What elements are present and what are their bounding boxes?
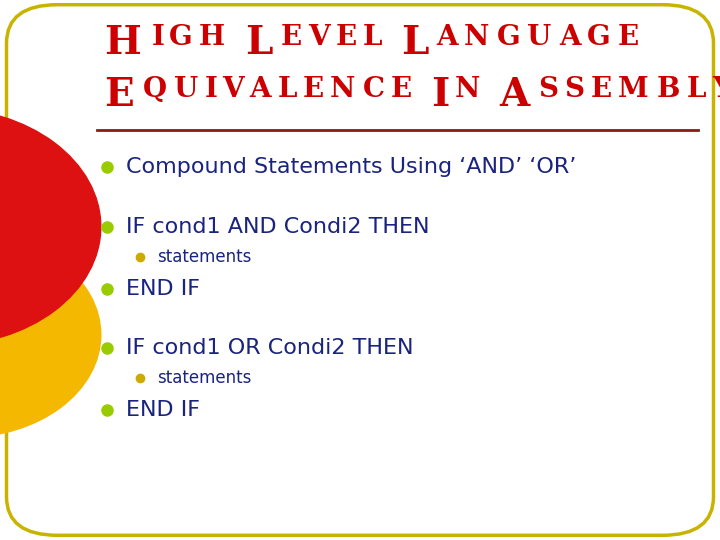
Text: U: U <box>174 76 198 103</box>
Text: Q: Q <box>143 76 167 103</box>
Text: L: L <box>401 24 428 62</box>
Text: L: L <box>363 24 382 51</box>
Text: E: E <box>336 24 357 51</box>
Text: I: I <box>431 76 449 113</box>
FancyBboxPatch shape <box>7 5 713 535</box>
Text: N: N <box>330 76 356 103</box>
Text: I: I <box>152 24 165 51</box>
Text: H: H <box>104 24 141 62</box>
Text: Compound Statements Using ‘AND’ ‘OR’: Compound Statements Using ‘AND’ ‘OR’ <box>126 157 577 178</box>
Text: N: N <box>464 24 490 51</box>
Text: G: G <box>168 24 192 51</box>
Text: C: C <box>363 76 384 103</box>
FancyBboxPatch shape <box>7 5 713 535</box>
Text: I: I <box>205 76 218 103</box>
Text: L: L <box>687 76 706 103</box>
Text: E: E <box>104 76 134 113</box>
Text: A: A <box>436 24 458 51</box>
Circle shape <box>0 232 101 437</box>
Text: END IF: END IF <box>126 400 200 421</box>
Text: E: E <box>617 24 639 51</box>
Text: L: L <box>246 24 273 62</box>
Text: A: A <box>559 24 580 51</box>
Text: Y: Y <box>712 76 720 103</box>
Text: E: E <box>391 76 413 103</box>
Text: L: L <box>278 76 297 103</box>
Text: A: A <box>500 76 530 113</box>
Text: IF cond1 AND Condi2 THEN: IF cond1 AND Condi2 THEN <box>126 217 430 237</box>
Text: B: B <box>657 76 680 103</box>
Text: E: E <box>303 76 324 103</box>
Circle shape <box>0 108 101 346</box>
Text: statements: statements <box>157 247 251 266</box>
Text: U: U <box>528 24 552 51</box>
Text: A: A <box>250 76 271 103</box>
Text: G: G <box>497 24 521 51</box>
Text: S: S <box>539 76 559 103</box>
Text: N: N <box>454 76 480 103</box>
Text: S: S <box>564 76 585 103</box>
Text: statements: statements <box>157 369 251 387</box>
Text: V: V <box>308 24 330 51</box>
Text: G: G <box>587 24 611 51</box>
Text: E: E <box>281 24 302 51</box>
Text: M: M <box>618 76 648 103</box>
Text: V: V <box>222 76 243 103</box>
Text: END IF: END IF <box>126 279 200 299</box>
Text: H: H <box>199 24 225 51</box>
Text: IF cond1 OR Condi2 THEN: IF cond1 OR Condi2 THEN <box>126 338 413 359</box>
Text: E: E <box>590 76 611 103</box>
